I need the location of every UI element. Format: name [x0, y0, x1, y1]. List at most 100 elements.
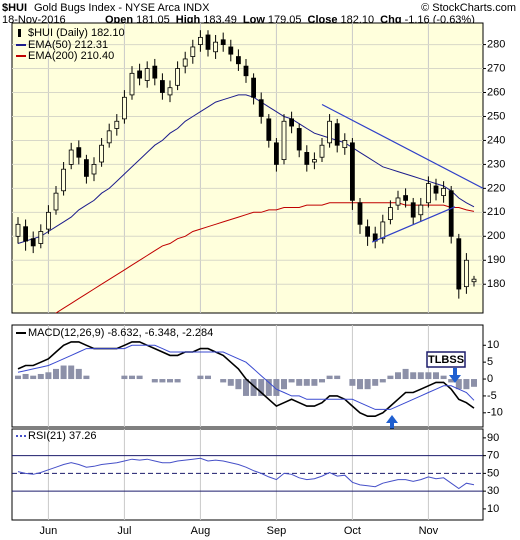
- histogram-bar: [357, 379, 363, 390]
- plot-area: [12, 23, 483, 313]
- plot-area: [15, 325, 477, 427]
- histogram-bar: [448, 379, 455, 383]
- plot-area: [12, 429, 483, 520]
- panel-label: RSI(21) 37.26: [28, 430, 96, 442]
- candle-body: [46, 211, 51, 230]
- macd-line: [17, 344, 475, 410]
- candle-body: [296, 128, 302, 151]
- histogram-bar: [68, 365, 75, 380]
- y-tick-label: 0: [487, 373, 493, 385]
- candle-body: [304, 152, 310, 165]
- candle-body: [441, 187, 447, 196]
- trend-line: [321, 103, 483, 189]
- candle-body: [23, 226, 29, 242]
- candle-body: [357, 202, 363, 225]
- candle-body: [311, 159, 317, 163]
- histogram-bar: [83, 375, 90, 380]
- candle-body: [289, 118, 295, 127]
- candle-body: [228, 46, 234, 55]
- y-tick-label: 240: [487, 134, 505, 146]
- histogram-bar: [258, 379, 265, 396]
- candle-body: [433, 185, 439, 194]
- x-tick-label: Oct: [344, 525, 361, 537]
- candle-body: [182, 58, 188, 67]
- candle-body: [129, 72, 135, 96]
- panel-label: MACD(12,26,9) -8.632, -6.348, -2.284: [28, 327, 213, 339]
- y-tick-label: 200: [487, 230, 505, 242]
- histogram-bar: [75, 368, 82, 380]
- candle-body: [213, 41, 219, 53]
- y-tick-label: 90: [487, 432, 499, 444]
- candle-body: [91, 164, 97, 175]
- candle-body: [76, 147, 82, 158]
- y-tick-label: 70: [487, 450, 499, 462]
- histogram-bar: [22, 373, 29, 380]
- candle-body: [137, 70, 143, 79]
- candle-body: [220, 39, 226, 45]
- candle-body: [175, 68, 181, 86]
- candle-body: [365, 226, 371, 237]
- histogram-bar: [273, 379, 280, 396]
- y-tick-label: 210: [487, 206, 505, 218]
- candle-body: [84, 159, 89, 177]
- candle-body: [190, 46, 196, 57]
- histogram-bar: [45, 372, 52, 380]
- histogram-bar: [15, 375, 21, 380]
- histogram-bar: [395, 372, 401, 380]
- x-tick-label: Jul: [117, 525, 131, 537]
- candle-body: [205, 34, 211, 50]
- legend-label: $HUI (Daily) 182.10: [28, 27, 125, 39]
- histogram-bar: [402, 368, 409, 380]
- candle-body: [258, 99, 264, 117]
- candle-body: [319, 144, 325, 158]
- rsi-line: [17, 457, 475, 490]
- histogram-bar: [311, 379, 318, 386]
- annotation-text: TLBSS: [428, 354, 464, 366]
- histogram-bar: [151, 379, 158, 383]
- legend-label: EMA(50) 212.31: [28, 39, 108, 51]
- histogram-bar: [303, 379, 310, 386]
- y-tick-label: 280: [487, 38, 505, 50]
- y-tick-label: 220: [487, 182, 505, 194]
- histogram-bar: [471, 379, 477, 387]
- candle-body: [167, 87, 173, 96]
- histogram-bar: [326, 375, 333, 380]
- candle-body: [15, 223, 21, 237]
- candle-body: [327, 120, 333, 144]
- histogram-bar: [197, 375, 204, 380]
- histogram-bar: [129, 375, 135, 380]
- histogram-bar: [220, 379, 227, 383]
- histogram-bar: [243, 379, 249, 396]
- candle-body: [342, 140, 348, 149]
- histogram-bar: [455, 379, 462, 390]
- y-tick-label: 10: [487, 503, 499, 515]
- y-tick-label: 250: [487, 110, 505, 122]
- histogram-bar: [319, 379, 325, 383]
- candle-body: [106, 130, 112, 144]
- histogram-bar: [417, 372, 424, 380]
- candle-body: [395, 197, 401, 206]
- y-tick-label: -5: [487, 390, 497, 402]
- candle-body: [425, 183, 431, 204]
- histogram-bar: [364, 379, 371, 390]
- candle-body: [334, 123, 340, 146]
- histogram-bar: [159, 379, 166, 383]
- histogram-bar: [281, 379, 287, 390]
- legend-label: EMA(200) 210.40: [28, 50, 114, 62]
- candle-body: [243, 65, 249, 77]
- candle-body: [273, 142, 279, 165]
- y-tick-label: 30: [487, 485, 499, 497]
- histogram-bar: [37, 373, 44, 380]
- candle-body: [349, 142, 355, 201]
- annotation-arrowhead: [386, 415, 398, 423]
- x-tick-label: Nov: [419, 525, 439, 537]
- histogram-bar: [379, 379, 386, 383]
- candle-body: [122, 96, 127, 120]
- symbol: $HUI: [2, 2, 27, 14]
- histogram-bar: [387, 375, 394, 380]
- candle-body: [144, 68, 150, 81]
- histogram-bar: [433, 372, 439, 380]
- y-tick-label: 50: [487, 467, 499, 479]
- histogram-bar: [136, 375, 143, 380]
- histogram-bar: [463, 379, 470, 390]
